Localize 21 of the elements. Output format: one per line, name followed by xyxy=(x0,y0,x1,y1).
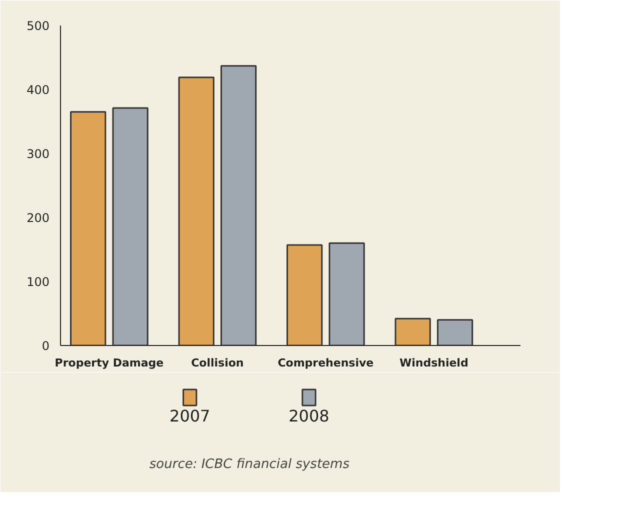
bar xyxy=(70,111,106,346)
y-tick-label: 200 xyxy=(26,211,50,225)
legend-label: 2008 xyxy=(288,406,330,426)
y-tick-label: 500 xyxy=(26,19,50,33)
bar xyxy=(328,242,365,346)
y-tick-label: 100 xyxy=(26,275,50,289)
x-tick-label: Property Damage xyxy=(54,356,164,370)
x-tick-label: Collision xyxy=(191,356,244,370)
bar xyxy=(286,244,323,346)
bar xyxy=(436,319,474,346)
x-tick-label: Windshield xyxy=(399,356,468,370)
legend-label: 2007 xyxy=(170,406,210,426)
source-note: source: ICBC financial systems xyxy=(149,457,350,472)
y-tick-label: 0 xyxy=(42,339,50,353)
bar xyxy=(220,65,257,346)
bar xyxy=(178,76,214,346)
bar xyxy=(112,107,148,346)
bar xyxy=(394,318,431,346)
y-tick-label: 300 xyxy=(26,147,50,161)
y-tick-label: 400 xyxy=(26,83,50,97)
x-tick-label: Comprehensive xyxy=(278,356,374,370)
